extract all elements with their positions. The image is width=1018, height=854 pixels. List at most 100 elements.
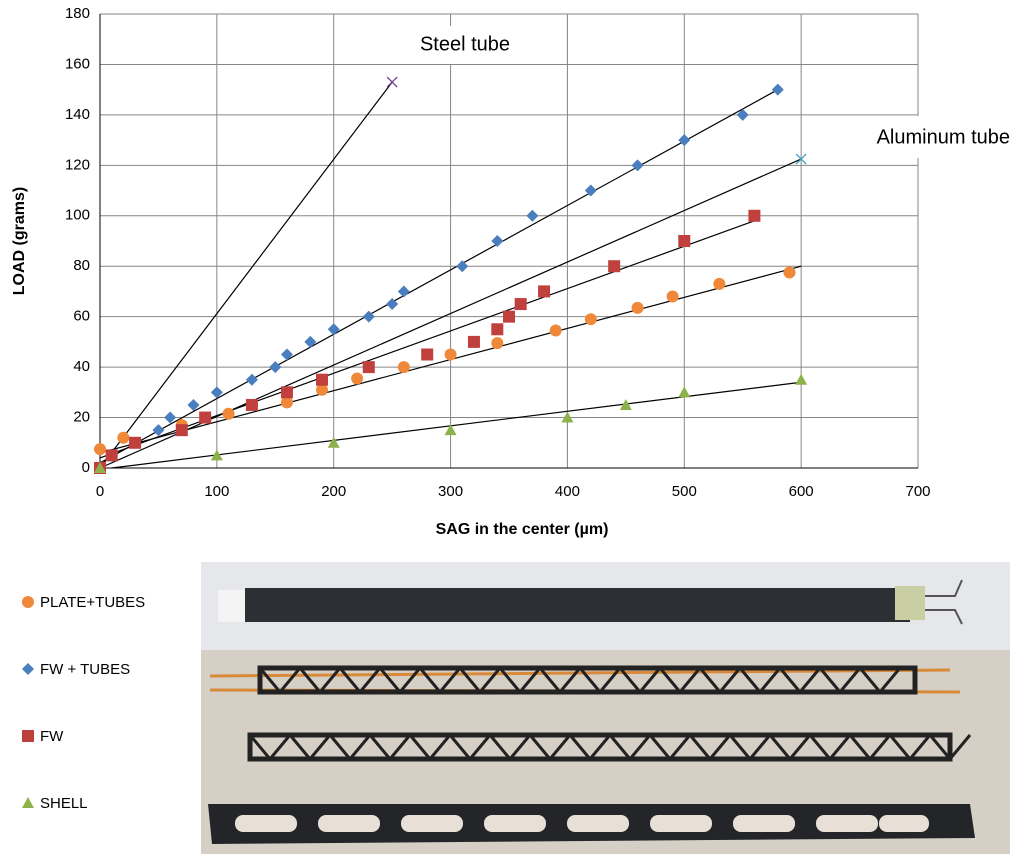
point <box>444 348 457 361</box>
y-tick-label: 40 <box>73 358 90 375</box>
point <box>491 337 504 350</box>
trend-line <box>99 220 755 459</box>
point <box>503 310 515 323</box>
point <box>199 411 212 424</box>
point <box>783 266 796 279</box>
annotation-bg <box>390 26 540 64</box>
point <box>491 323 504 336</box>
point <box>771 83 784 96</box>
point <box>584 313 597 326</box>
y-tick-label: 100 <box>65 207 90 224</box>
point <box>94 462 106 473</box>
point <box>280 396 293 409</box>
point <box>561 411 574 423</box>
point <box>164 411 177 424</box>
y-tick-label: 0 <box>82 459 90 476</box>
point <box>678 386 691 398</box>
point <box>456 260 469 273</box>
point <box>327 436 340 448</box>
point <box>491 235 504 247</box>
point <box>397 285 410 298</box>
photo-shell-holes <box>235 815 929 832</box>
x-tick-label: 300 <box>438 483 463 500</box>
annotation: Steel tube <box>420 33 510 55</box>
x-tick-label: 400 <box>555 483 580 500</box>
point <box>736 108 749 121</box>
point <box>94 443 106 456</box>
point <box>105 449 118 462</box>
point <box>245 398 258 411</box>
point <box>666 290 679 303</box>
point <box>22 730 34 742</box>
point <box>280 386 293 399</box>
y-tick-label: 60 <box>73 308 90 325</box>
legend-label: PLATE+TUBES <box>40 594 145 611</box>
point <box>713 277 726 290</box>
trend-line <box>99 89 779 464</box>
point <box>631 159 644 172</box>
legend-label: FW <box>40 728 64 745</box>
point <box>608 260 621 273</box>
trend-line <box>99 158 802 469</box>
point <box>538 285 551 298</box>
point <box>748 209 761 222</box>
photo-plate <box>245 588 910 622</box>
point <box>362 310 375 323</box>
point <box>129 436 142 449</box>
point <box>22 663 34 675</box>
photo-fw <box>257 665 918 695</box>
y-tick-label: 160 <box>65 55 90 72</box>
point <box>386 298 399 311</box>
y-axis-title: LOAD (grams) <box>11 187 28 295</box>
x-tick-label: 500 <box>672 483 697 500</box>
point <box>210 449 223 461</box>
point <box>222 407 235 420</box>
y-tick-label: 120 <box>65 156 90 173</box>
point <box>351 372 364 385</box>
trend-line <box>99 81 393 469</box>
x-tick-label: 200 <box>321 483 346 500</box>
point <box>304 335 317 348</box>
point <box>386 76 398 88</box>
point <box>678 235 691 247</box>
x-axis-title: SAG in the center (µm) <box>436 521 609 538</box>
point <box>245 373 258 386</box>
photo-fw-pattern <box>258 665 902 695</box>
y-tick-label: 20 <box>73 409 90 426</box>
legend-label: SHELL <box>40 795 88 812</box>
point <box>22 797 34 808</box>
x-tick-label: 0 <box>96 483 104 500</box>
photos <box>201 562 1010 854</box>
point <box>362 361 375 374</box>
y-tick-label: 80 <box>73 257 90 274</box>
x-tick-label: 600 <box>789 483 814 500</box>
photo-wire <box>925 579 963 625</box>
annotation: Aluminum tube <box>877 126 1010 148</box>
point <box>584 184 597 197</box>
point <box>631 301 644 314</box>
point <box>514 298 527 311</box>
point <box>269 361 282 374</box>
point <box>549 324 562 337</box>
y-tick-label: 140 <box>65 106 90 123</box>
photo-part <box>895 586 925 620</box>
y-tick-label: 180 <box>65 5 90 22</box>
point <box>280 348 293 361</box>
point <box>175 424 188 437</box>
point <box>444 424 457 436</box>
point <box>795 373 808 385</box>
point <box>526 209 539 222</box>
point <box>187 398 200 411</box>
photo-fw-pattern <box>248 732 972 762</box>
point <box>117 431 130 444</box>
point <box>327 323 340 336</box>
photo-fw <box>247 732 953 762</box>
point <box>152 424 165 437</box>
point <box>316 383 329 396</box>
point <box>619 398 632 410</box>
legend-label: FW + TUBES <box>40 661 130 678</box>
point <box>397 361 410 374</box>
annotation-bg <box>822 116 1018 158</box>
point <box>22 596 34 608</box>
